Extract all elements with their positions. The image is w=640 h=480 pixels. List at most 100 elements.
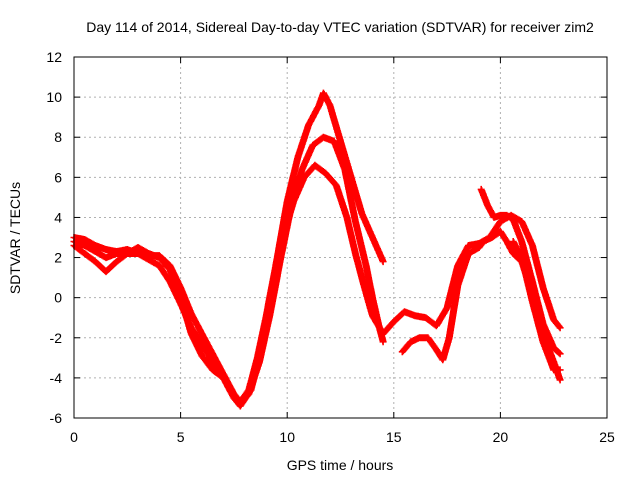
data-point xyxy=(531,244,534,247)
data-point xyxy=(349,176,353,179)
data-point xyxy=(232,396,236,400)
data-point xyxy=(360,212,364,215)
data-point xyxy=(83,252,86,255)
data-point xyxy=(335,184,338,187)
data-point xyxy=(531,280,534,283)
data-point xyxy=(307,123,310,127)
data-point xyxy=(371,296,374,299)
data-point xyxy=(158,264,161,267)
data-point xyxy=(371,236,374,239)
data-point xyxy=(448,336,451,339)
data-point xyxy=(345,216,349,219)
y-tick-label: 8 xyxy=(54,129,62,145)
data-point xyxy=(190,312,193,315)
data-point xyxy=(115,260,118,263)
data-series xyxy=(70,89,564,410)
data-point xyxy=(239,404,242,408)
data-point xyxy=(324,172,327,175)
data-point xyxy=(499,214,502,217)
data-point xyxy=(322,91,325,95)
data-point xyxy=(435,348,438,352)
data-point xyxy=(168,280,172,283)
x-axis-label: GPS time / hours xyxy=(287,457,394,473)
x-tick-label: 10 xyxy=(279,429,295,445)
data-point xyxy=(381,260,385,263)
data-point xyxy=(552,318,555,321)
data-point xyxy=(403,310,406,313)
data-point xyxy=(381,340,385,343)
data-point xyxy=(426,336,430,339)
data-point xyxy=(281,236,285,239)
data-point xyxy=(362,284,366,287)
data-point xyxy=(364,264,368,267)
data-point xyxy=(354,220,357,223)
data-point xyxy=(222,376,225,380)
data-point xyxy=(381,332,385,335)
data-point xyxy=(126,252,129,255)
x-tick-label: 5 xyxy=(177,429,185,445)
data-point xyxy=(260,346,263,350)
y-tick-label: 12 xyxy=(46,49,62,65)
plot-frame xyxy=(73,56,608,419)
data-point xyxy=(552,368,555,372)
data-point xyxy=(83,238,86,241)
data-point xyxy=(211,368,214,372)
data-point xyxy=(317,103,321,107)
data-point xyxy=(552,346,555,350)
data-point xyxy=(541,340,545,343)
series-trace-5 xyxy=(477,185,564,358)
data-point xyxy=(211,352,214,356)
data-point xyxy=(418,336,421,339)
data-point xyxy=(211,360,214,364)
y-tick-label: -2 xyxy=(50,330,63,346)
data-point xyxy=(200,342,204,345)
data-point xyxy=(541,322,545,325)
data-point xyxy=(328,103,332,107)
data-point xyxy=(445,306,449,309)
data-point xyxy=(424,316,427,319)
data-point xyxy=(558,378,562,382)
data-point xyxy=(505,214,508,217)
y-tick-label: -6 xyxy=(50,410,63,426)
data-point xyxy=(94,244,97,247)
data-point xyxy=(520,240,523,243)
data-point xyxy=(296,156,300,159)
data-point xyxy=(158,256,161,259)
data-point xyxy=(94,260,97,263)
data-point xyxy=(392,320,395,323)
data-point xyxy=(292,200,295,203)
data-point xyxy=(511,252,515,255)
y-tick-label: 6 xyxy=(54,169,62,185)
data-point xyxy=(490,236,494,239)
data-point xyxy=(104,270,108,273)
data-point xyxy=(558,326,562,329)
data-point xyxy=(200,354,204,358)
data-point xyxy=(467,244,470,247)
y-tick-label: -4 xyxy=(50,370,63,386)
data-point xyxy=(467,252,470,255)
data-point xyxy=(115,252,118,255)
x-tick-label: 20 xyxy=(493,429,509,445)
data-point xyxy=(136,246,140,249)
data-point xyxy=(499,220,502,223)
data-point xyxy=(409,340,413,343)
chart-title: Day 114 of 2014, Sidereal Day-to-day VTE… xyxy=(86,19,594,35)
series-trace-6 xyxy=(509,238,564,374)
x-tick-label: 15 xyxy=(386,429,402,445)
data-point xyxy=(322,136,325,139)
data-point xyxy=(332,140,336,143)
data-point xyxy=(300,168,304,171)
data-point xyxy=(286,200,289,203)
data-point xyxy=(371,314,374,317)
data-point xyxy=(179,296,182,299)
data-point xyxy=(354,252,357,255)
data-point xyxy=(413,314,417,317)
data-point xyxy=(505,240,508,243)
data-point xyxy=(520,256,523,259)
data-point xyxy=(456,264,459,267)
data-point xyxy=(339,140,342,143)
x-tick-label: 0 xyxy=(70,429,78,445)
data-point xyxy=(94,250,97,253)
y-axis-label: SDTVAR / TECUs xyxy=(7,182,23,294)
